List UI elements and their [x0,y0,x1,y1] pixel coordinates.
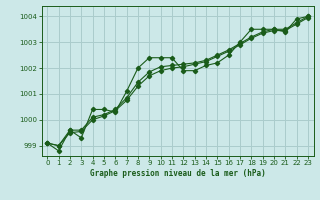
X-axis label: Graphe pression niveau de la mer (hPa): Graphe pression niveau de la mer (hPa) [90,169,266,178]
